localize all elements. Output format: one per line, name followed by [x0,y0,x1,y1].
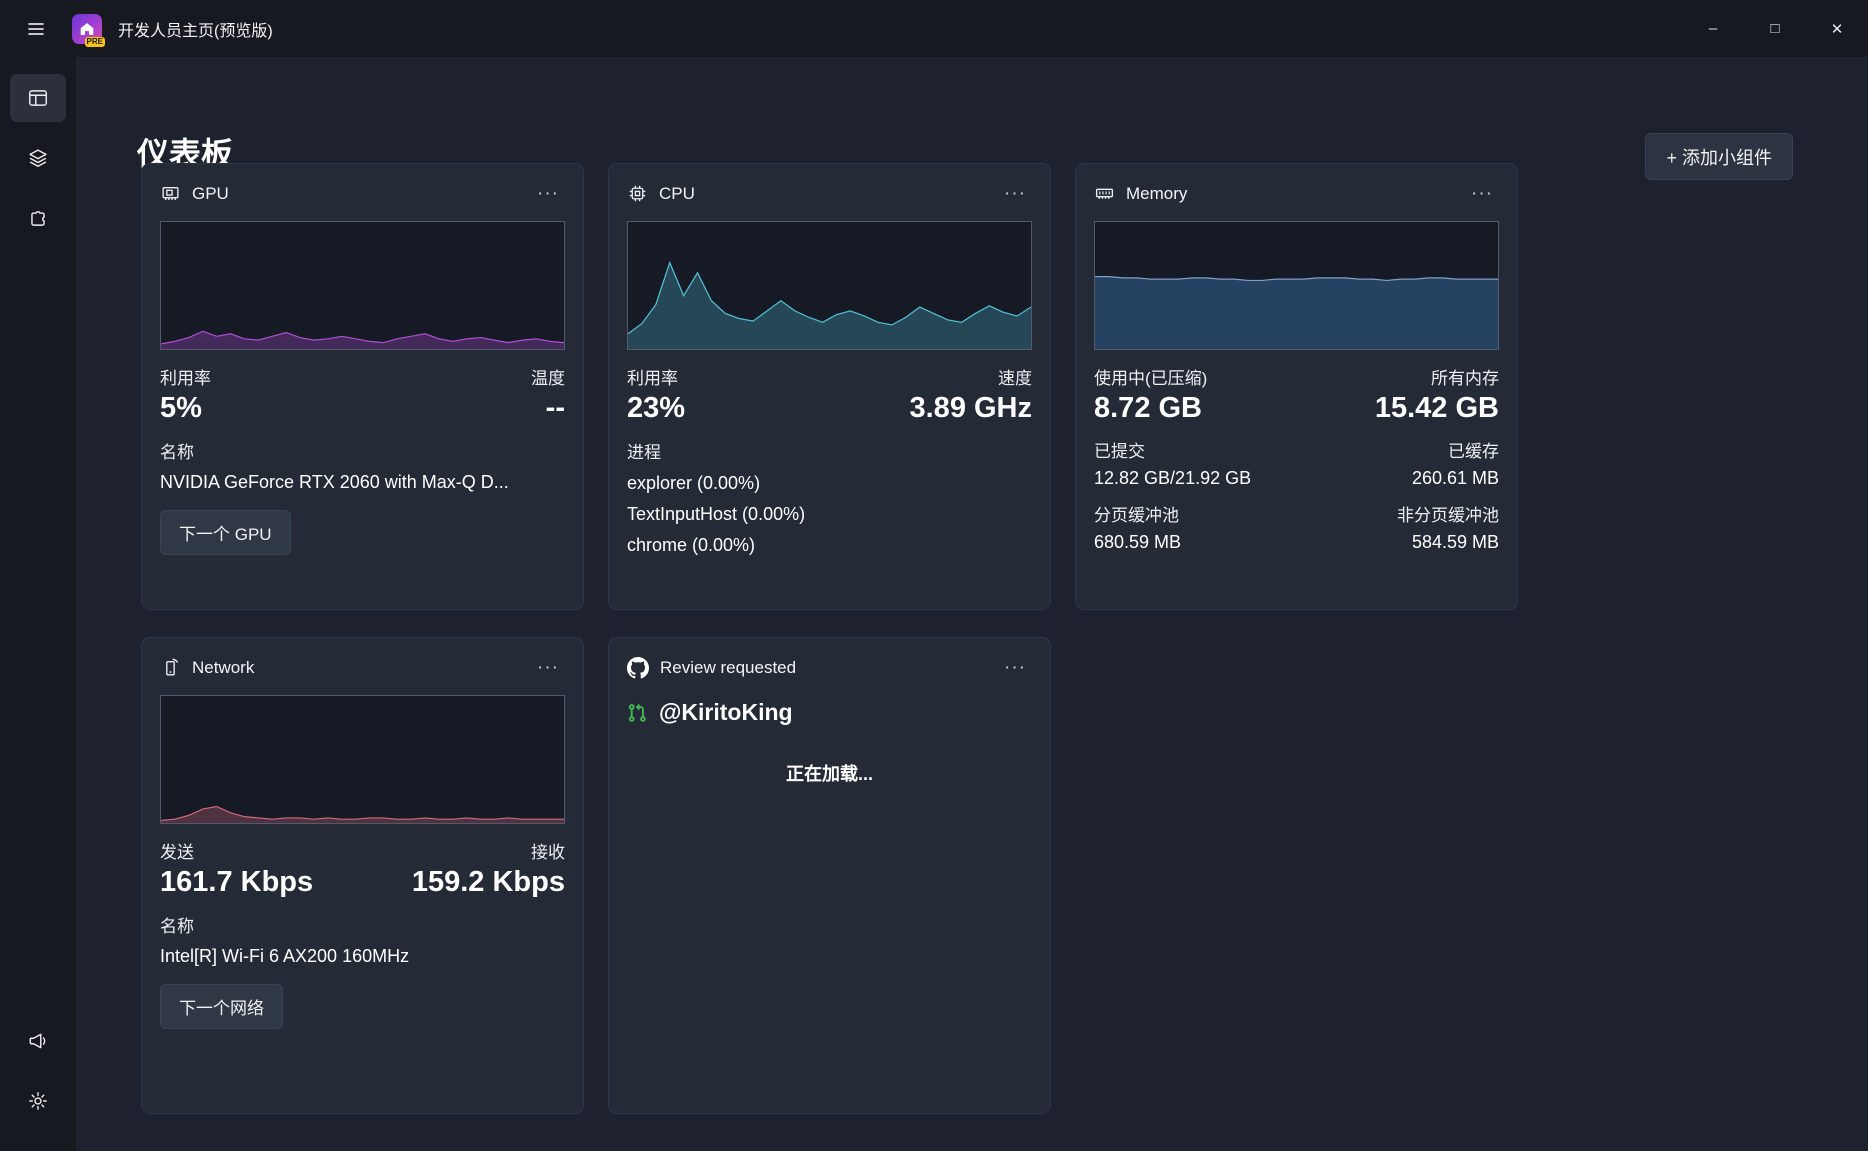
main-content: 仪表板 + 添加小组件 GPU ··· 利用率 温度 5% -- [76,57,1868,1151]
sidebar-item-settings[interactable] [10,1077,66,1125]
network-icon [166,658,179,676]
memory-more-button[interactable]: ··· [1465,182,1499,205]
network-more-button[interactable]: ··· [531,656,565,679]
memory-widget-header: Memory ··· [1094,182,1499,205]
process-row: explorer (0.00%) [627,473,761,493]
cpu-speed-label: 速度 [998,369,1032,388]
cpu-processes-label: 进程 [627,443,661,462]
gpu-usage-chart [160,221,565,350]
cpu-widget-card: CPU ··· 利用率 速度 23% 3.89 GHz 进程 explorer … [608,163,1051,610]
gpu-device-name: NVIDIA GeForce RTX 2060 with Max-Q D... [160,472,509,492]
hamburger-icon [28,22,44,35]
network-device-name: Intel[R] Wi-Fi 6 AX200 160MHz [160,946,410,966]
network-receive-label: 接收 [531,843,565,862]
github-username-link[interactable]: @KiritoKing [659,699,793,725]
app-logo-icon: PRE [72,13,105,47]
github-widget-header: Review requested ··· [627,656,1032,679]
cpu-more-button[interactable]: ··· [998,182,1032,205]
memory-usage-chart [1094,221,1499,350]
cpu-widget-header: CPU ··· [627,182,1032,205]
cpu-widget-title: CPU [659,183,695,203]
github-widget-title: Review requested [660,657,797,677]
cpu-usage-chart [627,221,1032,350]
pull-request-icon [628,703,646,722]
layers-icon [29,149,47,167]
sidebar-item-extensions[interactable] [10,194,66,242]
sidebar-item-dashboard[interactable] [10,74,66,122]
maximize-button[interactable]: □ [1744,0,1806,57]
memory-total-value: 15.42 GB [1374,392,1499,424]
gpu-name-label: 名称 [160,443,194,462]
memory-used-label: 使用中(已压缩) [1094,369,1208,388]
gpu-usage-label: 利用率 [160,369,211,388]
process-row: TextInputHost (0.00%) [627,504,806,524]
next-gpu-button[interactable]: 下一个 GPU [160,510,291,555]
memory-used-value: 8.72 GB [1094,392,1202,424]
network-name-label: 名称 [160,917,194,936]
memory-paged-pool-label: 分页缓冲池 [1094,506,1179,525]
preview-badge: PRE [84,36,105,47]
gpu-widget-title: GPU [192,183,229,203]
next-network-button[interactable]: 下一个网络 [160,984,283,1029]
memory-cached-value: 260.61 MB [1411,468,1499,488]
puzzle-icon [31,211,45,226]
cpu-usage-label: 利用率 [627,369,678,388]
gpu-widget-header: GPU ··· [160,182,565,205]
gear-icon [29,1092,47,1110]
memory-committed-label: 已提交 [1094,442,1145,461]
github-review-widget-card: Review requested ··· @KiritoKing 正在加载... [608,637,1051,1114]
sidebar-item-machine-configuration[interactable] [10,134,66,182]
house-icon [80,22,94,35]
network-widget-card: Network ··· 发送 接收 161.7 Kbps 159.2 Kbps … [141,637,584,1114]
cpu-icon [629,185,646,202]
gpu-temp-value: -- [545,392,565,424]
github-more-button[interactable]: ··· [998,656,1032,679]
memory-paged-pool-value: 680.59 MB [1094,532,1182,552]
network-throughput-chart [160,695,565,824]
memory-icon [1095,188,1114,199]
network-send-label: 发送 [160,843,194,862]
memory-committed-value: 12.82 GB/21.92 GB [1094,468,1252,488]
window-title: 开发人员主页(预览版) [118,22,273,40]
process-row: chrome (0.00%) [627,535,756,555]
gpu-usage-value: 5% [160,392,202,424]
gpu-temp-label: 温度 [531,369,565,388]
gpu-icon [162,187,179,201]
sidebar-item-feedback[interactable] [10,1017,66,1065]
network-widget-title: Network [192,657,255,677]
window-controls: – □ ✕ [1682,0,1868,57]
memory-nonpaged-pool-value: 584.59 MB [1411,532,1499,552]
cpu-usage-value: 23% [627,392,686,424]
memory-cached-label: 已缓存 [1448,442,1499,461]
add-widget-button[interactable]: + 添加小组件 [1645,133,1793,180]
dashboard-icon [29,90,47,106]
memory-widget-title: Memory [1126,183,1188,203]
network-widget-header: Network ··· [160,656,565,679]
close-button[interactable]: ✕ [1806,0,1868,57]
cpu-speed-value: 3.89 GHz [909,392,1033,424]
memory-total-label: 所有内存 [1431,369,1499,388]
network-receive-value: 159.2 Kbps [411,866,565,898]
network-send-value: 161.7 Kbps [160,866,314,898]
minimize-button[interactable]: – [1682,0,1744,57]
sidebar-nav [0,57,76,1151]
gpu-widget-card: GPU ··· 利用率 温度 5% -- 名称 NVIDIA GeForce R… [141,163,584,610]
github-loading-text: 正在加载... [785,764,873,784]
widget-grid: GPU ··· 利用率 温度 5% -- 名称 NVIDIA GeForce R… [141,163,1518,1114]
github-icon [627,656,649,678]
titlebar: PRE 开发人员主页(预览版) – □ ✕ [0,0,1868,57]
gpu-more-button[interactable]: ··· [531,182,565,205]
memory-nonpaged-pool-label: 非分页缓冲池 [1397,506,1499,525]
memory-widget-card: Memory ··· 使用中(已压缩) 所有内存 8.72 GB 15.42 G… [1075,163,1518,610]
hamburger-menu-button[interactable] [12,8,60,50]
megaphone-icon [29,1033,46,1049]
sidebar-bottom [10,1017,66,1137]
